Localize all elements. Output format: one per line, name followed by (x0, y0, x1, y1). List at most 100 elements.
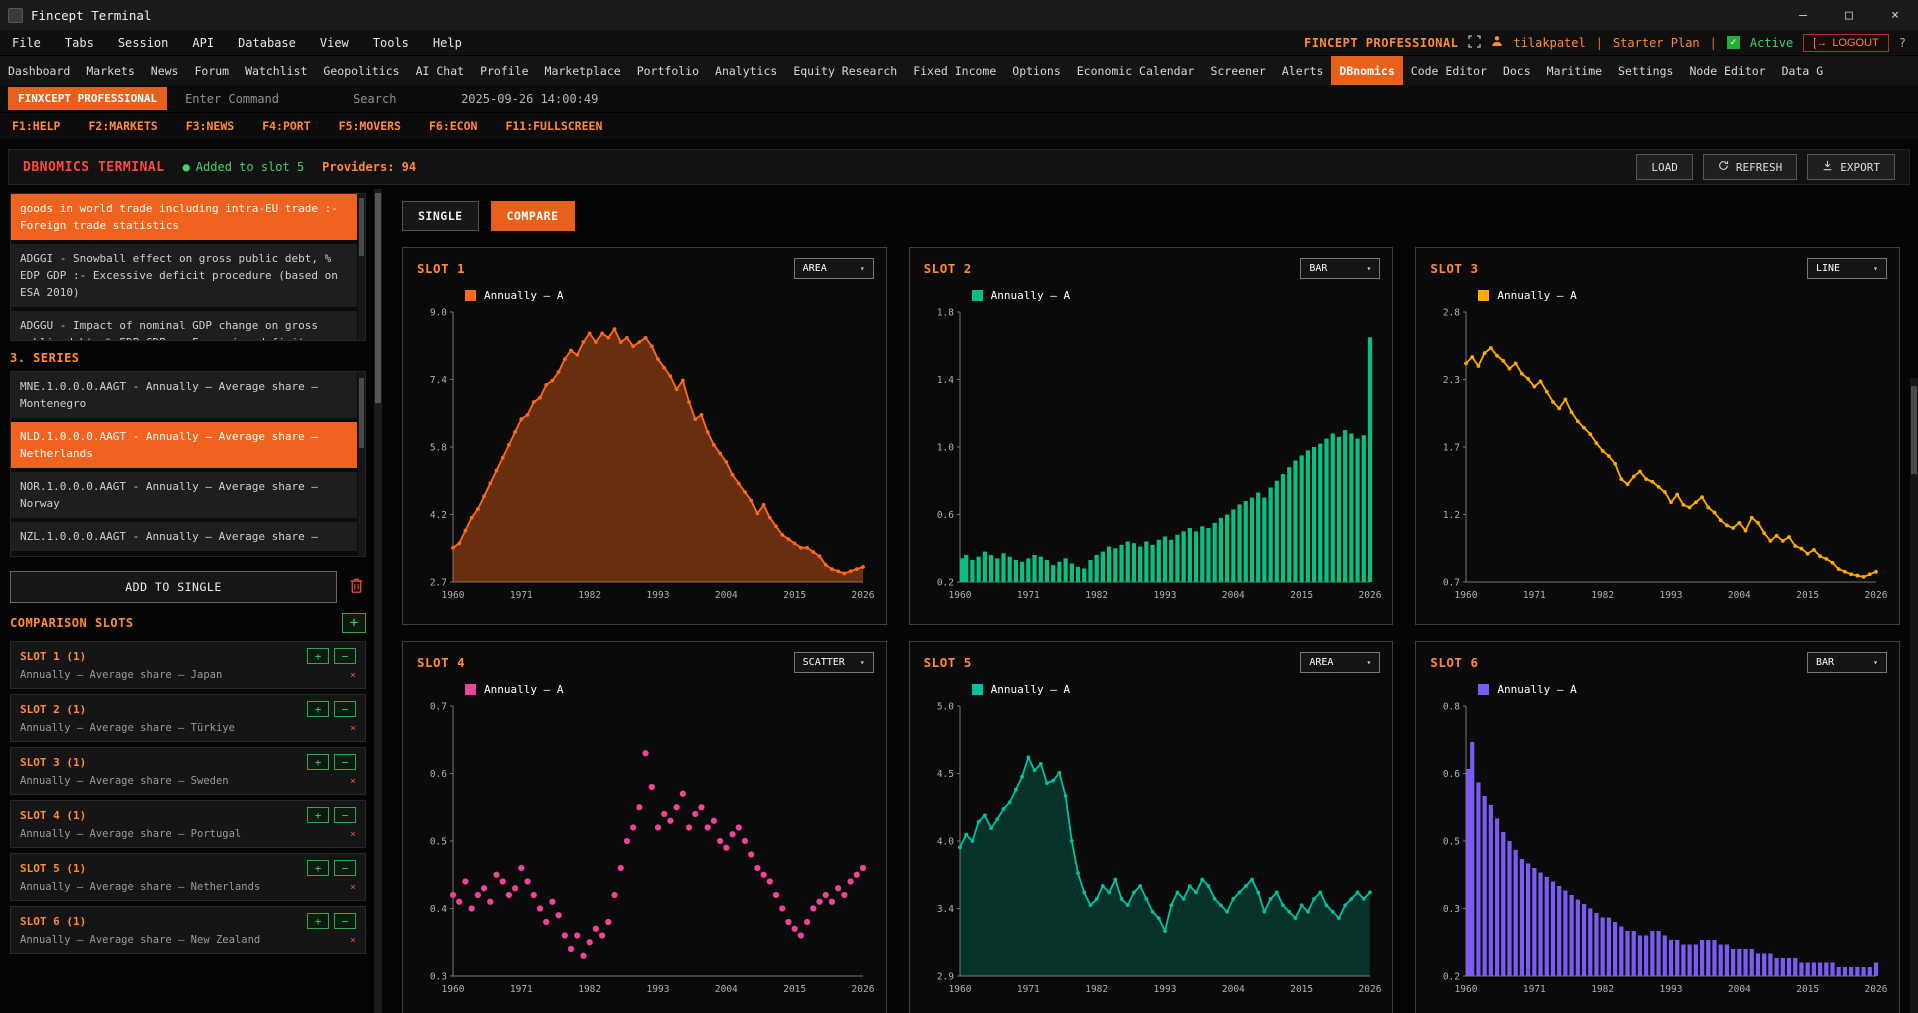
view-tab[interactable]: SINGLE (402, 201, 479, 231)
nav-tab[interactable]: Forum (194, 63, 230, 78)
username[interactable]: tilakpatel (1513, 35, 1586, 50)
page-scrollbar[interactable] (1910, 378, 1918, 1013)
nav-tab[interactable]: Node Editor (1689, 63, 1766, 78)
slot-remove-button[interactable]: − (334, 754, 356, 770)
add-slot-button[interactable]: + (342, 613, 366, 633)
svg-text:1971: 1971 (1523, 590, 1546, 601)
view-tab[interactable]: COMPARE (490, 201, 575, 231)
slot-add-button[interactable]: + (307, 754, 329, 770)
menu-item[interactable]: Tabs (64, 35, 94, 50)
nav-tab[interactable]: Maritime (1546, 63, 1603, 78)
load-button[interactable]: LOAD (1636, 154, 1693, 180)
menu-item[interactable]: Tools (372, 35, 409, 50)
indicator-scrollbar[interactable] (358, 194, 365, 340)
slot-delete-icon[interactable]: × (349, 934, 356, 946)
slot-remove-button[interactable]: − (334, 648, 356, 664)
chart-type-value: AREA (1309, 657, 1334, 668)
chart-type-select[interactable]: BAR ▾ (1300, 258, 1381, 279)
chart-legend: Annually – A (465, 289, 886, 302)
close-button[interactable]: × (1891, 7, 1899, 23)
slot-delete-icon[interactable]: × (349, 775, 356, 787)
function-key[interactable]: F11:FULLSCREEN (505, 119, 603, 133)
slot-remove-button[interactable]: − (334, 860, 356, 876)
nav-tab[interactable]: Marketplace (544, 63, 621, 78)
search-input[interactable] (353, 91, 444, 106)
svg-text:1993: 1993 (647, 984, 670, 995)
slot-add-button[interactable]: + (307, 860, 329, 876)
function-key[interactable]: F4:PORT (262, 119, 311, 133)
nav-tab[interactable]: Dashboard (8, 63, 71, 78)
minimize-button[interactable]: – (1799, 7, 1807, 23)
menu-item[interactable]: Help (432, 35, 462, 50)
nav-tab[interactable]: AI Chat (415, 63, 465, 78)
slot-description: Annually – Average share – Türkiye (20, 722, 235, 734)
function-key[interactable]: F5:MOVERS (338, 119, 401, 133)
nav-tab[interactable]: Data G (1781, 63, 1824, 78)
series-item[interactable]: NOR.1.0.0.0.AAGT - Annually – Average sh… (11, 472, 357, 519)
nav-tab[interactable]: Alerts (1281, 63, 1324, 78)
legend-swatch (971, 684, 983, 695)
panel-slot-title: SLOT 4 (417, 655, 466, 670)
nav-tab[interactable]: DBnomics (1331, 56, 1403, 85)
nav-tab[interactable]: Options (1012, 63, 1061, 78)
nav-tab[interactable]: Watchlist (245, 63, 308, 78)
sidebar-scrollbar[interactable] (374, 189, 382, 1013)
fullscreen-icon[interactable] (1468, 34, 1482, 51)
slot-remove-button[interactable]: − (334, 913, 356, 929)
chart-type-select[interactable]: SCATTER ▾ (793, 652, 874, 673)
logout-button[interactable]: [→ LOGOUT (1803, 33, 1889, 52)
slot-delete-icon[interactable]: × (349, 881, 356, 893)
trash-icon[interactable] (347, 575, 366, 599)
nav-tab[interactable]: Markets (86, 63, 135, 78)
nav-tab[interactable]: Equity Research (793, 63, 898, 78)
slot-remove-button[interactable]: − (334, 701, 356, 717)
menu-item[interactable]: File (12, 35, 41, 50)
nav-tab[interactable]: Docs (1502, 63, 1531, 78)
function-key[interactable]: F1:HELP (12, 119, 61, 133)
menu-item[interactable]: View (319, 35, 349, 50)
series-item[interactable]: NZL.1.0.0.0.AAGT - Annually – Average sh… (11, 522, 357, 552)
series-item[interactable]: NLD.1.0.0.0.AAGT - Annually – Average sh… (11, 422, 357, 469)
nav-tab[interactable]: Geopolitics (323, 63, 400, 78)
nav-tab[interactable]: Economic Calendar (1076, 63, 1195, 78)
slot-add-button[interactable]: + (307, 913, 329, 929)
menu-item[interactable]: Database (238, 35, 296, 50)
providers-count: Providers: 94 (322, 160, 417, 174)
slot-remove-button[interactable]: − (334, 807, 356, 823)
chart-type-select[interactable]: AREA ▾ (1300, 652, 1381, 673)
indicator-item[interactable]: goods in world trade including intra-EU … (11, 194, 357, 241)
chart-type-select[interactable]: LINE ▾ (1806, 258, 1887, 279)
indicator-item[interactable]: ADGGU - Impact of nominal GDP change on … (11, 311, 357, 340)
svg-text:0.2: 0.2 (1443, 972, 1460, 983)
nav-tab[interactable]: News (150, 63, 179, 78)
chart-type-select[interactable]: BAR ▾ (1806, 652, 1887, 673)
series-scrollbar[interactable] (358, 372, 365, 556)
menu-item[interactable]: Session (117, 35, 169, 50)
slot-add-button[interactable]: + (307, 701, 329, 717)
function-key[interactable]: F6:ECON (428, 119, 478, 133)
nav-tab[interactable]: Code Editor (1410, 63, 1487, 78)
menu-item[interactable]: API (192, 35, 215, 50)
function-key[interactable]: F2:MARKETS (88, 119, 158, 133)
slot-delete-icon[interactable]: × (349, 669, 356, 681)
function-key[interactable]: F3:NEWS (185, 119, 235, 133)
command-input[interactable] (185, 91, 336, 106)
nav-tab[interactable]: Settings (1618, 63, 1674, 78)
indicator-item[interactable]: ADGGI - Snowball effect on gross public … (11, 244, 357, 308)
nav-tab[interactable]: Profile (480, 63, 529, 78)
nav-tab[interactable]: Analytics (715, 63, 778, 78)
nav-tab[interactable]: Screener (1210, 63, 1266, 78)
export-button[interactable]: EXPORT (1807, 154, 1895, 180)
slot-add-button[interactable]: + (307, 807, 329, 823)
nav-tab[interactable]: Fixed Income (913, 63, 997, 78)
help-button[interactable]: ? (1898, 35, 1906, 50)
chart-type-select[interactable]: AREA ▾ (793, 258, 874, 279)
refresh-button[interactable]: REFRESH (1702, 154, 1798, 180)
maximize-button[interactable]: □ (1845, 7, 1853, 23)
slot-delete-icon[interactable]: × (349, 828, 356, 840)
add-to-single-button[interactable]: ADD TO SINGLE (10, 571, 337, 603)
slot-delete-icon[interactable]: × (349, 722, 356, 734)
nav-tab[interactable]: Portfolio (636, 63, 700, 78)
slot-add-button[interactable]: + (307, 648, 329, 664)
series-item[interactable]: MNE.1.0.0.0.AAGT - Annually – Average sh… (11, 372, 357, 419)
